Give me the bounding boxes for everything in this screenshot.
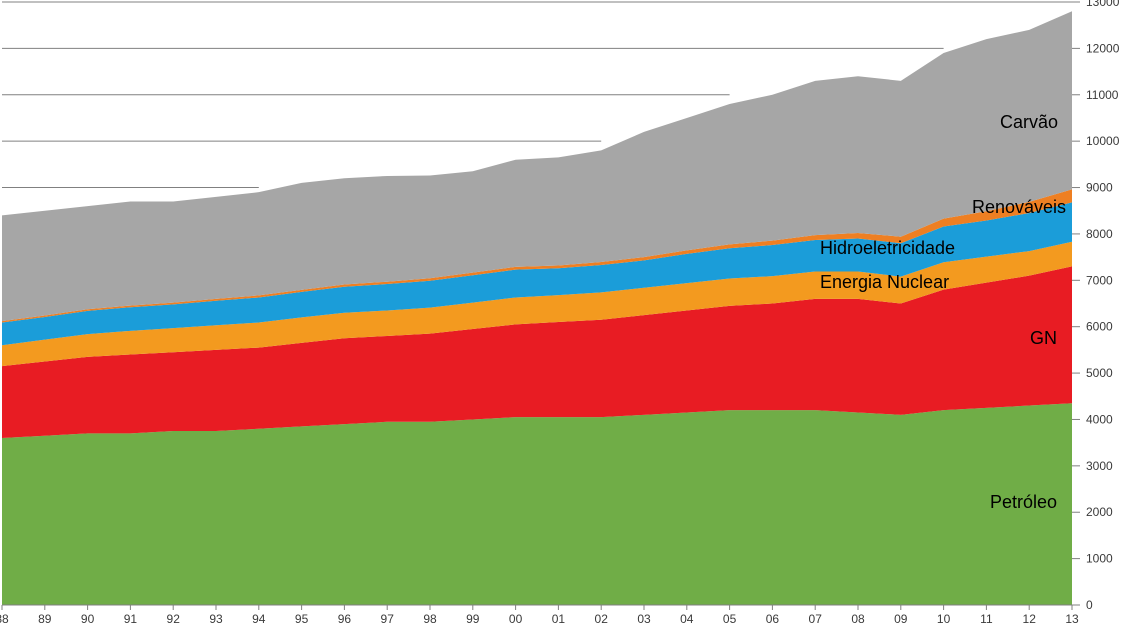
ytick-label: 4000 — [1086, 412, 1113, 426]
xtick-label: 07 — [809, 612, 823, 626]
xtick-label: 99 — [466, 612, 480, 626]
xtick-label: 95 — [295, 612, 309, 626]
ytick-label: 11000 — [1086, 88, 1119, 102]
xtick-label: 89 — [38, 612, 52, 626]
ytick-label: 8000 — [1086, 227, 1113, 241]
ytick-label: 5000 — [1086, 366, 1113, 380]
xtick-label: 04 — [680, 612, 694, 626]
ytick-label: 12000 — [1086, 41, 1120, 55]
xtick-label: 97 — [381, 612, 395, 626]
xtick-label: 94 — [252, 612, 266, 626]
chart-svg: 8889909192939495969798990001020304050607… — [0, 0, 1145, 628]
xtick-label: 10 — [937, 612, 951, 626]
xtick-label: 11 — [980, 612, 993, 626]
xtick-label: 91 — [124, 612, 138, 626]
ytick-label: 9000 — [1086, 181, 1113, 195]
xtick-label: 01 — [552, 612, 566, 626]
xtick-label: 05 — [723, 612, 737, 626]
xtick-label: 96 — [338, 612, 352, 626]
ytick-label: 1000 — [1086, 552, 1113, 566]
ytick-label: 3000 — [1086, 459, 1113, 473]
xtick-label: 03 — [637, 612, 651, 626]
area-petr-leo — [2, 403, 1072, 605]
xtick-label: 08 — [851, 612, 865, 626]
xtick-label: 98 — [423, 612, 437, 626]
ytick-label: 6000 — [1086, 320, 1113, 334]
xtick-label: 88 — [0, 612, 9, 626]
ytick-label: 2000 — [1086, 505, 1113, 519]
energy-stacked-area-chart: 8889909192939495969798990001020304050607… — [0, 0, 1145, 628]
xtick-label: 12 — [1023, 612, 1037, 626]
ytick-label: 7000 — [1086, 273, 1113, 287]
xtick-label: 93 — [209, 612, 223, 626]
xtick-label: 00 — [509, 612, 523, 626]
xtick-label: 09 — [894, 612, 908, 626]
xtick-label: 02 — [595, 612, 609, 626]
xtick-label: 06 — [766, 612, 780, 626]
ytick-label: 13000 — [1086, 0, 1120, 9]
ytick-label: 10000 — [1086, 134, 1120, 148]
ytick-label: 0 — [1086, 598, 1093, 612]
xtick-label: 92 — [167, 612, 181, 626]
xtick-label: 13 — [1065, 612, 1079, 626]
xtick-label: 90 — [81, 612, 95, 626]
